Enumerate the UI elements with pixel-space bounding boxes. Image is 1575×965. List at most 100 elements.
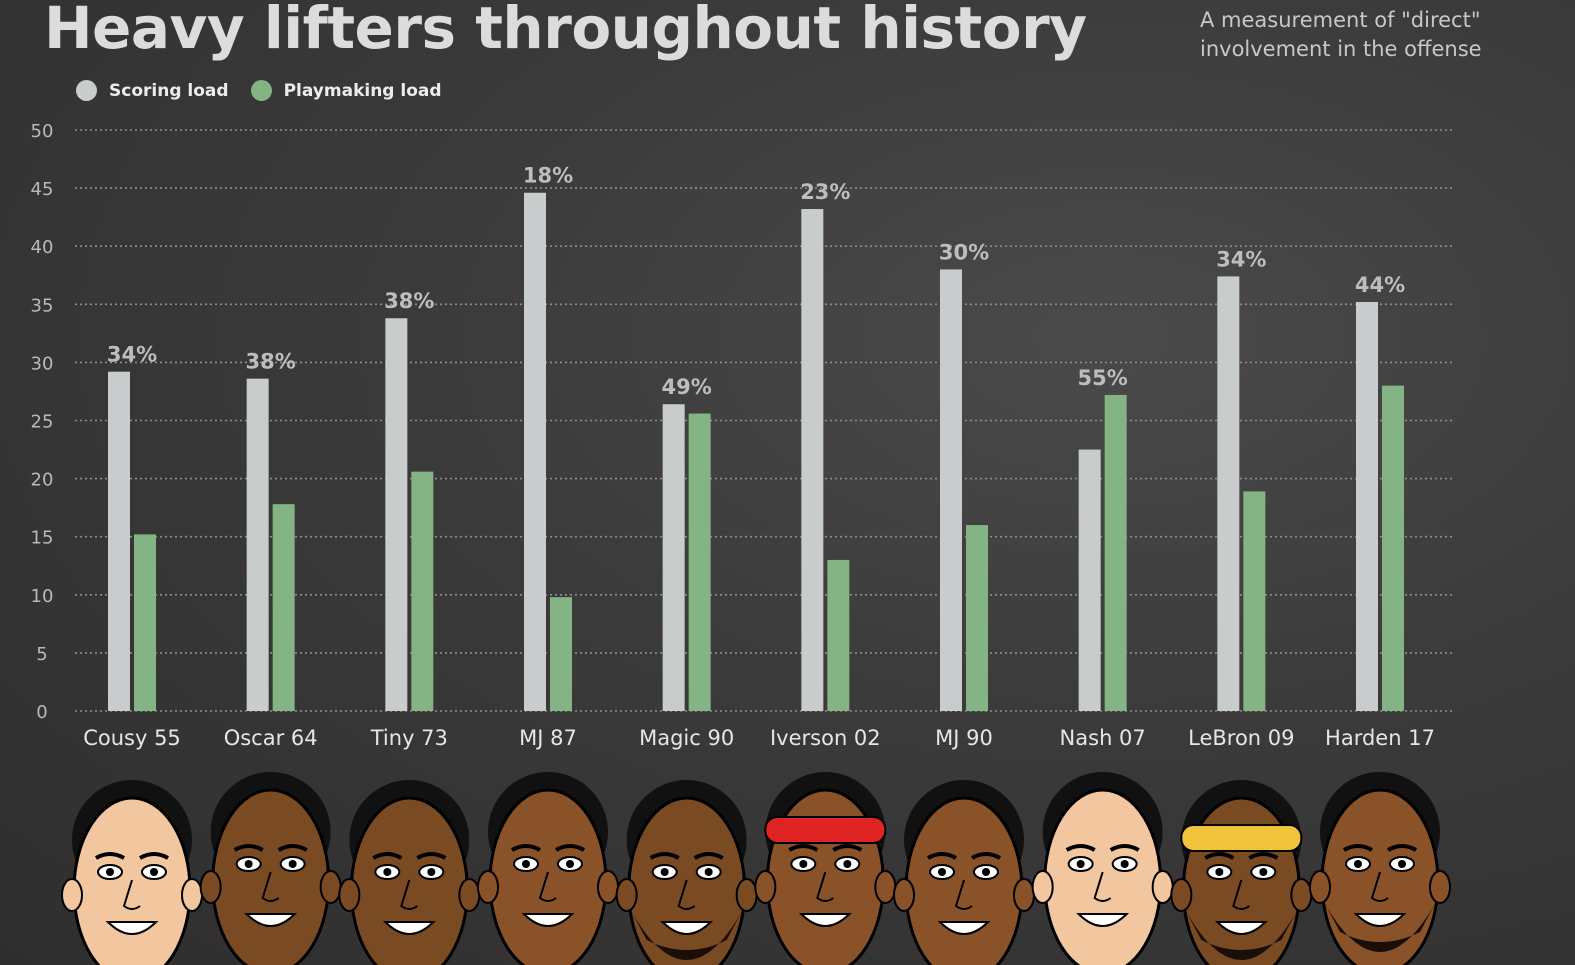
- scoring-bar: [108, 371, 130, 711]
- nose: [816, 871, 834, 902]
- pupil: [150, 868, 158, 876]
- x-tick-label: Iverson 02: [770, 726, 881, 750]
- playmaking-bar: [1243, 491, 1266, 711]
- pupil: [1076, 860, 1085, 868]
- face: [1043, 788, 1163, 965]
- player-caricature-icon: [338, 780, 481, 965]
- scoring-bar: [385, 318, 408, 711]
- scoring-bar: [1356, 301, 1378, 711]
- pupil: [244, 860, 253, 868]
- ear: [874, 870, 897, 904]
- pupil: [522, 860, 530, 868]
- eyebrow: [649, 852, 680, 860]
- ear: [735, 878, 758, 912]
- playmaking-bar: [1104, 394, 1127, 711]
- eyebrow: [511, 844, 541, 852]
- ear: [61, 878, 83, 912]
- headband: [764, 816, 887, 844]
- chart-title: Heavy lifters throughout history: [44, 0, 1087, 62]
- headband: [1180, 824, 1303, 852]
- eyebrow: [1387, 844, 1417, 852]
- eyebrow: [788, 844, 819, 852]
- eyebrow: [1343, 844, 1373, 852]
- y-tick-label: 0: [36, 702, 47, 723]
- ear: [615, 878, 638, 912]
- x-tick-label: Harden 17: [1325, 726, 1435, 750]
- pupil: [938, 868, 946, 876]
- eyebrow: [233, 844, 264, 852]
- ear: [754, 870, 777, 904]
- pupil: [660, 868, 669, 876]
- playmaking-bar: [411, 471, 434, 711]
- scoring-bar: [801, 209, 824, 712]
- x-tick-label: LeBron 09: [1188, 726, 1294, 750]
- face: [488, 788, 608, 965]
- playmaking-bar: [550, 597, 572, 711]
- percent-label: 49%: [662, 375, 712, 399]
- y-tick-label: 30: [31, 353, 54, 374]
- ear: [1290, 878, 1313, 912]
- eyebrow: [693, 852, 724, 860]
- legend-label-playmaking: Playmaking load: [283, 80, 442, 101]
- y-tick-label: 50: [31, 121, 54, 142]
- beard: [630, 910, 743, 960]
- x-axis: Cousy 55 Oscar 64 Tiny 73 MJ 87 Magic 90 Iver…: [83, 726, 1435, 750]
- percent-label: 34%: [107, 343, 157, 367]
- pupil: [704, 868, 713, 876]
- ear: [199, 870, 222, 904]
- mouth: [660, 921, 714, 935]
- face: [1320, 788, 1440, 965]
- eyebrow: [1109, 844, 1140, 852]
- eyebrow: [971, 852, 1001, 860]
- playmaking-bar: [134, 534, 156, 711]
- pupil: [566, 860, 574, 868]
- nose: [677, 879, 696, 910]
- player-caricatures: [61, 772, 1451, 965]
- playmaking-bar: [1382, 385, 1404, 711]
- eyebrow: [832, 844, 863, 852]
- y-tick-label: 20: [31, 470, 54, 491]
- nose: [1093, 871, 1112, 902]
- ear: [319, 870, 342, 904]
- pupil: [383, 868, 392, 876]
- eyebrow: [1248, 852, 1279, 860]
- y-axis: 0 5 10 15 20 25 30 35 40 45 50: [31, 121, 54, 723]
- player-caricature-icon: [477, 772, 619, 965]
- ear: [893, 878, 915, 912]
- mouth: [798, 913, 852, 927]
- percent-label: 38%: [246, 350, 296, 374]
- percent-label: 30%: [939, 240, 989, 264]
- percent-label: 44%: [1355, 273, 1405, 297]
- scoring-bar: [940, 269, 962, 711]
- eyebrow: [277, 844, 308, 852]
- nose: [538, 871, 557, 902]
- x-tick-label: MJ 87: [519, 726, 577, 750]
- ear: [1170, 878, 1193, 912]
- pupil: [106, 868, 114, 876]
- ear: [1429, 870, 1451, 904]
- ear: [1031, 870, 1054, 904]
- percent-label: 38%: [384, 289, 434, 313]
- chart-subtitle: A measurement of "direct" involvement in…: [1200, 8, 1482, 61]
- percent-label: 55%: [1078, 366, 1128, 390]
- player-caricature-icon: [754, 772, 897, 965]
- y-tick-label: 45: [31, 179, 54, 200]
- mouth: [1353, 913, 1407, 927]
- y-tick-label: 40: [31, 237, 54, 258]
- playmaking-bar: [827, 559, 850, 711]
- eyebrow: [372, 852, 403, 860]
- y-tick-label: 25: [31, 412, 54, 433]
- legend-item-scoring: Scoring load: [76, 80, 229, 101]
- eyebrow: [927, 852, 957, 860]
- scoring-bar: [1078, 449, 1101, 711]
- player-caricature-icon: [1170, 780, 1313, 965]
- ear: [1151, 870, 1174, 904]
- ear: [1013, 878, 1035, 912]
- y-tick-label: 5: [36, 644, 47, 665]
- pupil: [982, 868, 990, 876]
- playmaking-bar: [966, 525, 988, 711]
- player-caricature-icon: [615, 780, 758, 965]
- pupil: [427, 868, 436, 876]
